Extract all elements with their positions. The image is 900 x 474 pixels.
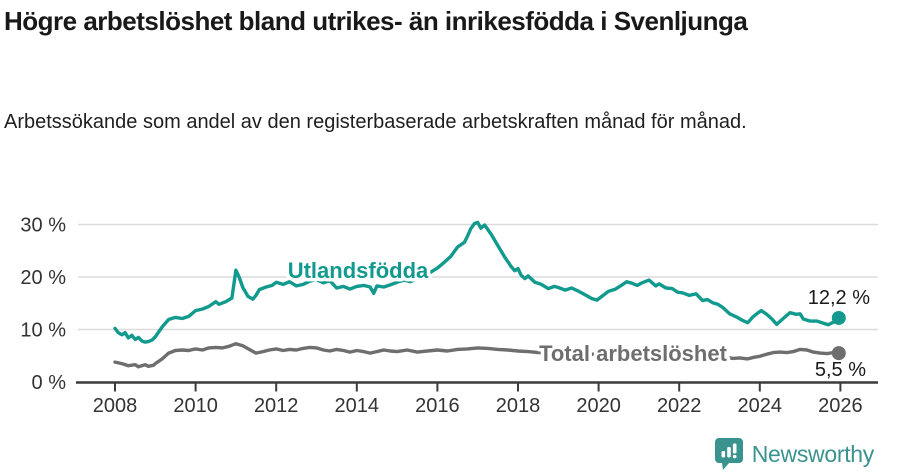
chart-subtitle: Arbetssökande som andel av den registerb… <box>4 111 747 133</box>
y-tick-label-20: 20 % <box>20 267 66 289</box>
y-tick-label-0: 0 % <box>32 372 67 394</box>
x-tick-label-2016: 2016 <box>415 395 460 417</box>
series-line-utlandsf-dda <box>113 220 841 344</box>
newsworthy-logo: Newsworthy <box>714 438 875 470</box>
y-tick-label-10: 10 % <box>20 320 66 342</box>
x-tick-label-2022: 2022 <box>657 395 702 417</box>
chart-title: Högre arbetslöshet bland utrikes- än inr… <box>4 6 748 36</box>
series-label-utlandsf-dda: Utlandsfödda <box>288 258 429 283</box>
x-tick-label-2026: 2026 <box>818 395 863 417</box>
x-tick-label-2018: 2018 <box>496 395 541 417</box>
x-tick-label-2024: 2024 <box>738 395 783 417</box>
series-line-total-arbetsl-shet <box>113 342 841 369</box>
x-tick-label-2020: 2020 <box>576 395 621 417</box>
series-label-total-arbetsl-shet: Total arbetslöshet <box>539 341 728 366</box>
x-tick-label-2014: 2014 <box>335 395 380 417</box>
x-tick-label-2010: 2010 <box>173 395 218 417</box>
newsworthy-chart-bubble-icon <box>714 438 743 470</box>
series-end-dot-utlandsf-dda <box>831 310 846 325</box>
end-value-label-utlandsf-dda: 12,2 % <box>808 287 870 309</box>
series-end-dot-total-arbetsl-shet <box>831 346 846 361</box>
end-value-label-total-arbetsl-shet: 5,5 % <box>815 359 866 381</box>
y-tick-label-30: 30 % <box>20 215 66 237</box>
x-tick-label-2012: 2012 <box>254 395 299 417</box>
newsworthy-wordmark: Newsworthy <box>751 440 875 467</box>
x-tick-label-2008: 2008 <box>93 395 138 417</box>
